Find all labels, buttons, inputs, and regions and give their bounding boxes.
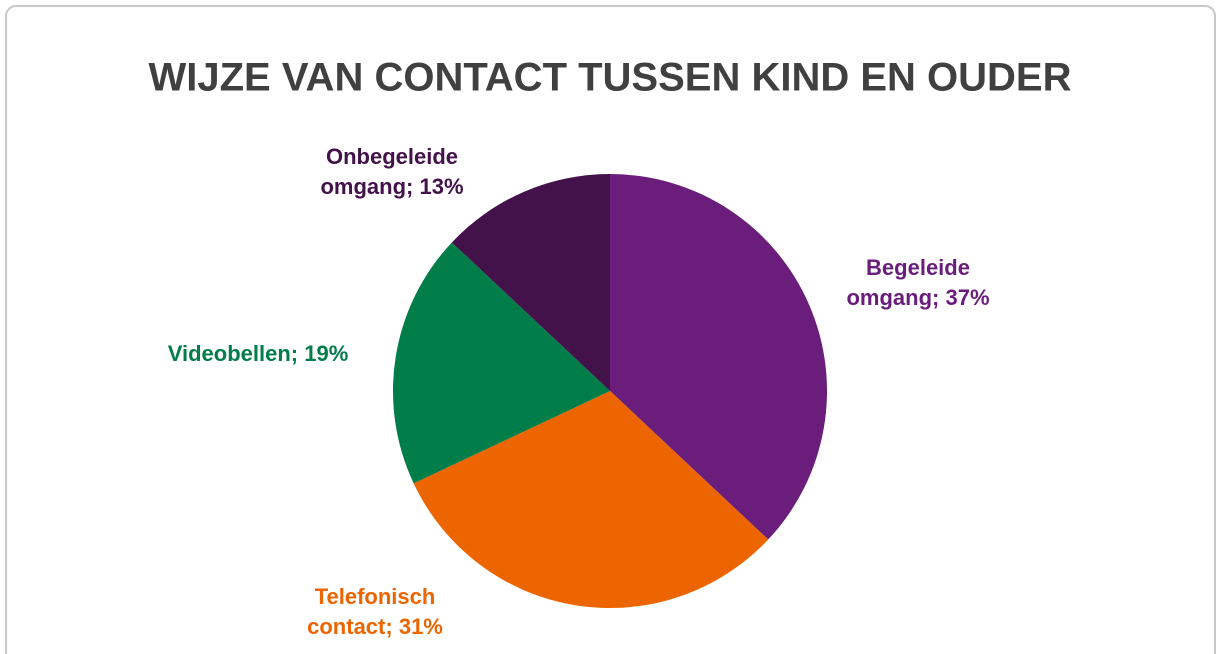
data-label-text: Onbegeleide omgang; 13% [297, 132, 487, 212]
label-separator: ; [290, 341, 305, 366]
data-label-body: Telefonisch contact; 31% [280, 582, 470, 642]
label-value: 19% [304, 341, 349, 366]
label-value: 37% [945, 285, 990, 310]
label-separator: ; [932, 285, 946, 310]
data-label-body: Begeleide omgang; 37% [823, 253, 1013, 313]
pie-slice [393, 242, 610, 484]
label-category: Begeleide omgang [846, 255, 970, 310]
data-label: Telefonisch contact; 31% [280, 572, 470, 652]
data-label-body: Videobellen; 19% [168, 339, 349, 369]
label-separator: ; [385, 614, 399, 639]
pie-slice [610, 174, 827, 540]
data-label-text: Telefonisch contact; 31% [280, 572, 470, 652]
data-label: Onbegeleide omgang; 13% [297, 132, 487, 212]
pie-slice [451, 174, 610, 391]
chart-title: WIJZE VAN CONTACT TUSSEN KIND EN OUDER [149, 56, 1072, 100]
label-category: Videobellen [167, 341, 291, 366]
data-label-text: Videobellen; 19% [128, 314, 388, 394]
label-separator: ; [406, 174, 420, 199]
pie-slice [413, 391, 769, 608]
label-category: Onbegeleide omgang [320, 144, 459, 199]
data-label-body: Onbegeleide omgang; 13% [297, 142, 487, 202]
label-category: Telefonisch contact [307, 584, 436, 639]
label-value: 13% [419, 174, 464, 199]
data-label: Begeleide omgang; 37% [823, 243, 1013, 323]
data-label: Videobellen; 19% [128, 314, 388, 394]
data-label-text: Begeleide omgang; 37% [823, 243, 1013, 323]
label-value: 31% [398, 614, 443, 639]
